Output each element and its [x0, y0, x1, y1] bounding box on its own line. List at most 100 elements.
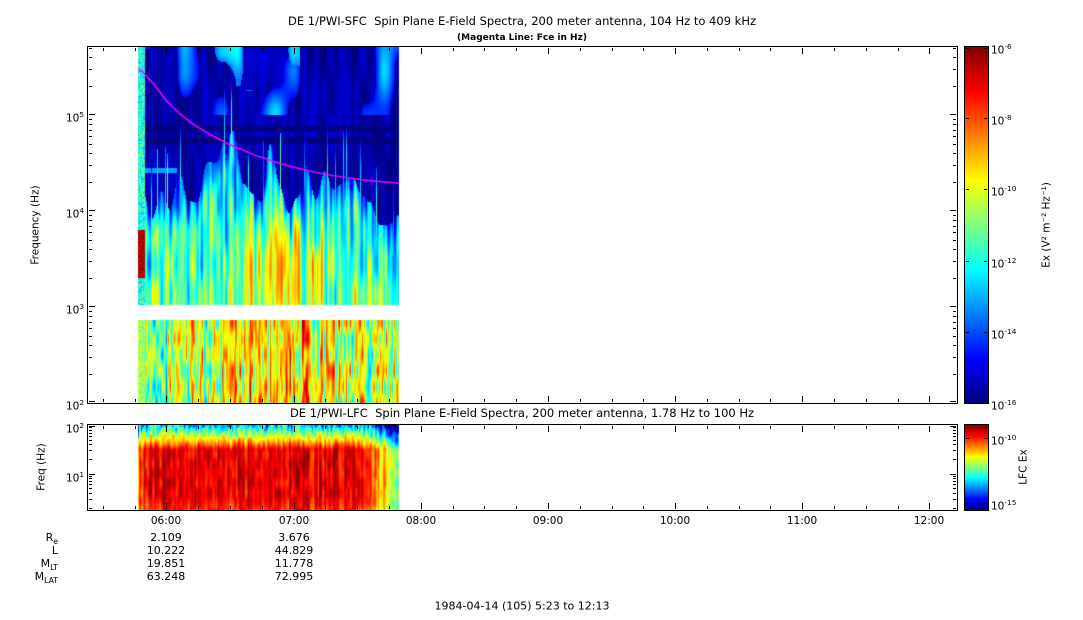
x-minor-tick	[770, 426, 771, 429]
lfc-y-minor-tick	[89, 493, 92, 494]
sfc-colorbar-tick-label: 10-12	[991, 256, 1017, 271]
x-minor-tick	[389, 48, 390, 51]
x-major-tick	[802, 396, 803, 402]
lfc-colorbar-tick	[984, 503, 987, 504]
x-minor-tick	[516, 399, 517, 402]
sfc-colorbar-tick-label: 10-14	[991, 327, 1017, 342]
lfc-colorbar-tick	[966, 503, 969, 504]
x-minor-tick	[580, 399, 581, 402]
lfc-y-minor-tick	[89, 488, 92, 489]
lfc-y-minor-tick	[953, 484, 956, 485]
x-minor-tick	[230, 48, 231, 51]
x-major-tick	[802, 426, 803, 432]
x-minor-tick	[325, 399, 326, 402]
sfc-spectrogram-canvas	[88, 47, 957, 403]
lfc-y-minor-tick	[89, 484, 92, 485]
sfc-y-minor-tick	[953, 336, 956, 337]
x-minor-tick	[389, 426, 390, 429]
sfc-y-major-tick	[950, 306, 956, 307]
x-minor-tick	[198, 48, 199, 51]
lfc-y-minor-tick	[953, 508, 956, 509]
x-major-tick	[166, 396, 167, 402]
x-minor-tick	[198, 506, 199, 509]
ephemeris-row-label: Re	[45, 531, 58, 547]
x-minor-tick	[135, 399, 136, 402]
x-minor-tick	[834, 506, 835, 509]
sfc-y-minor-tick	[953, 119, 956, 120]
x-minor-tick	[516, 426, 517, 429]
x-minor-tick	[135, 426, 136, 429]
sfc-y-minor-tick	[89, 130, 92, 131]
lfc-y-minor-tick	[89, 436, 92, 437]
x-tick-label: 07:00	[278, 515, 310, 527]
sfc-colorbar-tick	[966, 401, 969, 402]
x-minor-tick	[612, 399, 613, 402]
sfc-y-minor-tick	[953, 226, 956, 227]
lfc-y-minor-tick	[89, 427, 92, 428]
x-major-tick	[675, 48, 676, 54]
lfc-colorbar-label: LFC Ex	[1017, 449, 1030, 485]
lfc-spectrogram-canvas	[88, 425, 957, 510]
lfc-y-minor-tick	[89, 478, 92, 479]
x-minor-tick	[484, 399, 485, 402]
lfc-y-minor-tick	[89, 508, 92, 509]
x-major-tick	[675, 503, 676, 509]
sfc-colorbar-label: Ex (V² m⁻² Hz⁻¹)	[1040, 182, 1053, 268]
sfc-y-minor-tick	[953, 345, 956, 346]
x-major-tick	[548, 426, 549, 432]
x-minor-tick	[453, 506, 454, 509]
sfc-y-minor-tick	[89, 182, 92, 183]
figure-footer: 1984-04-14 (105) 5:23 to 12:13	[434, 599, 610, 613]
x-minor-tick	[580, 426, 581, 429]
sfc-y-tick-label: 104	[65, 206, 84, 221]
x-minor-tick	[707, 48, 708, 51]
sfc-colorbar-tick	[966, 189, 969, 190]
x-minor-tick	[198, 399, 199, 402]
x-minor-tick	[580, 48, 581, 51]
lfc-y-minor-tick	[953, 440, 956, 441]
lfc-y-axis-label: Freq (Hz)	[35, 443, 48, 491]
x-minor-tick	[357, 399, 358, 402]
x-minor-tick	[262, 506, 263, 509]
x-minor-tick	[357, 426, 358, 429]
sfc-colorbar-tick	[984, 118, 987, 119]
x-minor-tick	[643, 426, 644, 429]
sfc-y-minor-tick	[89, 48, 92, 49]
lfc-colorbar-tick-label: 10-10	[991, 433, 1017, 448]
sfc-y-minor-tick	[89, 345, 92, 346]
sfc-y-minor-tick	[89, 357, 92, 358]
sfc-y-minor-tick	[89, 316, 92, 317]
sfc-y-major-tick	[950, 114, 956, 115]
lfc-y-minor-tick	[89, 459, 92, 460]
x-minor-tick	[866, 426, 867, 429]
x-minor-tick	[898, 48, 899, 51]
lfc-y-minor-tick	[89, 450, 92, 451]
x-minor-tick	[643, 506, 644, 509]
lfc-colorbar-gradient	[965, 425, 988, 510]
x-minor-tick	[739, 506, 740, 509]
x-major-tick	[929, 396, 930, 402]
sfc-y-minor-tick	[89, 124, 92, 125]
sfc-y-major-tick	[89, 401, 95, 402]
x-minor-tick	[707, 506, 708, 509]
x-minor-tick	[834, 48, 835, 51]
sfc-colorbar-tick	[966, 118, 969, 119]
x-minor-tick	[325, 48, 326, 51]
x-minor-tick	[357, 48, 358, 51]
sfc-y-minor-tick	[953, 374, 956, 375]
x-major-tick	[421, 396, 422, 402]
sfc-y-minor-tick	[953, 48, 956, 49]
ephemeris-row-label: MLT	[40, 557, 58, 573]
x-minor-tick	[898, 399, 899, 402]
sfc-y-minor-tick	[89, 278, 92, 279]
sfc-colorbar-tick	[984, 48, 987, 49]
x-minor-tick	[612, 48, 613, 51]
sfc-y-axis-label: Frequency (Hz)	[29, 185, 42, 265]
x-minor-tick	[739, 426, 740, 429]
lfc-y-minor-tick	[953, 459, 956, 460]
sfc-colorbar	[964, 46, 989, 404]
x-major-tick	[548, 396, 549, 402]
sfc-colorbar-tick	[984, 332, 987, 333]
sfc-y-minor-tick	[953, 153, 956, 154]
x-tick-label: 11:00	[786, 515, 818, 527]
